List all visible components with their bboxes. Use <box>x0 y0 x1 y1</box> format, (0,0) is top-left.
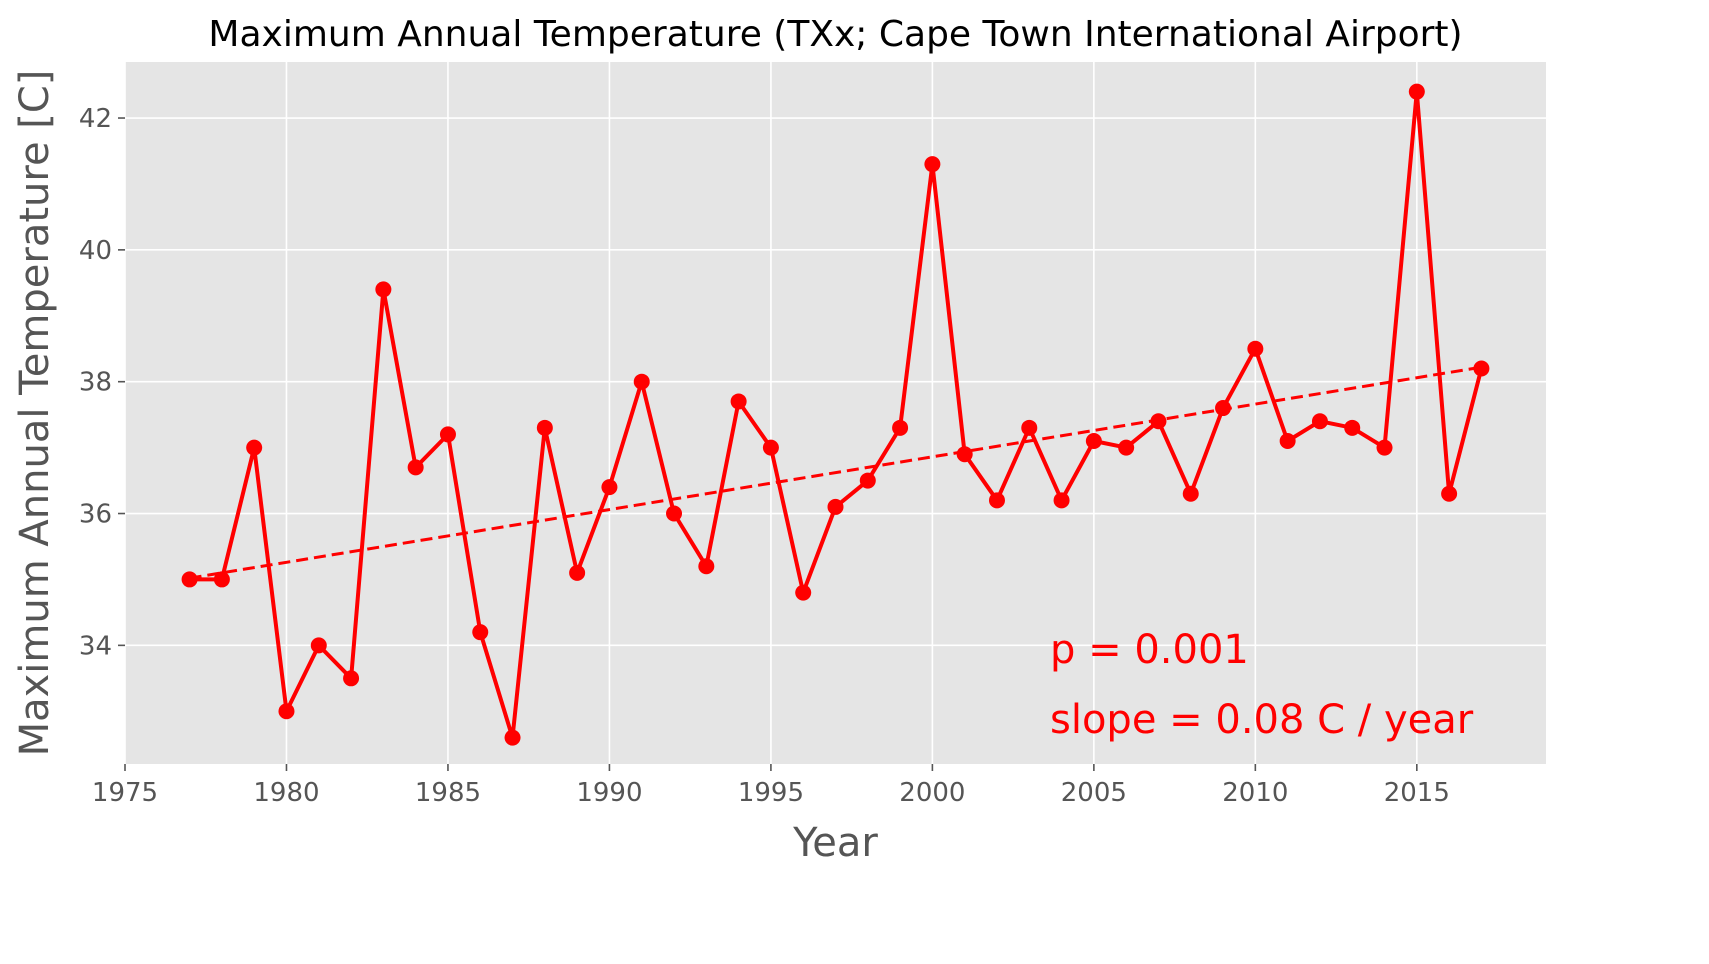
ticks: 1975 1980 1985 1990 1995 2000 2005 2010 2015 34 36… <box>79 104 1450 808</box>
data-point <box>504 729 521 746</box>
trend-line-group <box>189 365 1482 580</box>
x-tick-label: 1995 <box>738 778 804 808</box>
data-point <box>213 571 230 588</box>
data-point <box>827 498 844 515</box>
y-axis-label: Maximum Annual Temperature [C] <box>12 70 58 757</box>
x-tick-label: 2015 <box>1384 778 1450 808</box>
data-point <box>1118 439 1135 456</box>
data-point <box>666 505 683 522</box>
data-point <box>407 459 424 476</box>
data-point <box>633 373 650 390</box>
data-point <box>1344 419 1361 436</box>
x-tick-label: 1990 <box>576 778 642 808</box>
plot-area <box>125 62 1546 764</box>
data-point <box>601 479 618 496</box>
y-tick-label: 34 <box>79 631 112 661</box>
chart-title: Maximum Annual Temperature (TXx; Cape To… <box>208 14 1462 55</box>
data-point <box>1182 485 1199 502</box>
data-point <box>1247 340 1264 357</box>
data-point <box>536 419 553 436</box>
data-point <box>246 439 263 456</box>
data-point <box>795 584 812 601</box>
x-tick-label: 1975 <box>92 778 158 808</box>
data-point <box>1021 419 1038 436</box>
data-point <box>181 571 198 588</box>
p-value-annotation: p = 0.001 <box>1050 627 1249 673</box>
data-point <box>1279 433 1296 450</box>
x-tick-label: 1985 <box>415 778 481 808</box>
data-point <box>1311 413 1328 430</box>
data-point <box>1408 83 1425 100</box>
data-point <box>1441 485 1458 502</box>
x-axis-label: Year <box>792 820 878 866</box>
data-point <box>472 624 489 641</box>
data-point <box>278 703 295 720</box>
y-tick-label: 40 <box>79 236 112 266</box>
data-point <box>698 558 715 575</box>
x-tick-label: 2005 <box>1061 778 1127 808</box>
data-point <box>1085 433 1102 450</box>
data-point <box>762 439 779 456</box>
y-tick-label: 42 <box>79 104 112 134</box>
data-point <box>310 637 327 654</box>
x-tick-label: 2000 <box>899 778 965 808</box>
slope-annotation: slope = 0.08 C / year <box>1050 697 1474 743</box>
y-tick-label: 36 <box>79 500 112 530</box>
data-point <box>1150 413 1167 430</box>
data-point <box>730 393 747 410</box>
data-point <box>1376 439 1393 456</box>
trend-line <box>189 365 1482 580</box>
data-point <box>924 156 941 173</box>
data-point <box>1473 360 1490 377</box>
data-point <box>569 564 586 581</box>
x-tick-label: 2010 <box>1222 778 1288 808</box>
data-point <box>439 426 456 443</box>
x-tick-label: 1980 <box>253 778 319 808</box>
data-point <box>375 281 392 298</box>
data-point <box>956 446 973 463</box>
series-group <box>181 83 1490 746</box>
data-point <box>988 492 1005 509</box>
data-point <box>343 670 360 687</box>
data-point <box>859 472 876 489</box>
data-point <box>1215 400 1232 417</box>
data-point <box>892 419 909 436</box>
y-tick-label: 38 <box>79 368 112 398</box>
data-point <box>1053 492 1070 509</box>
